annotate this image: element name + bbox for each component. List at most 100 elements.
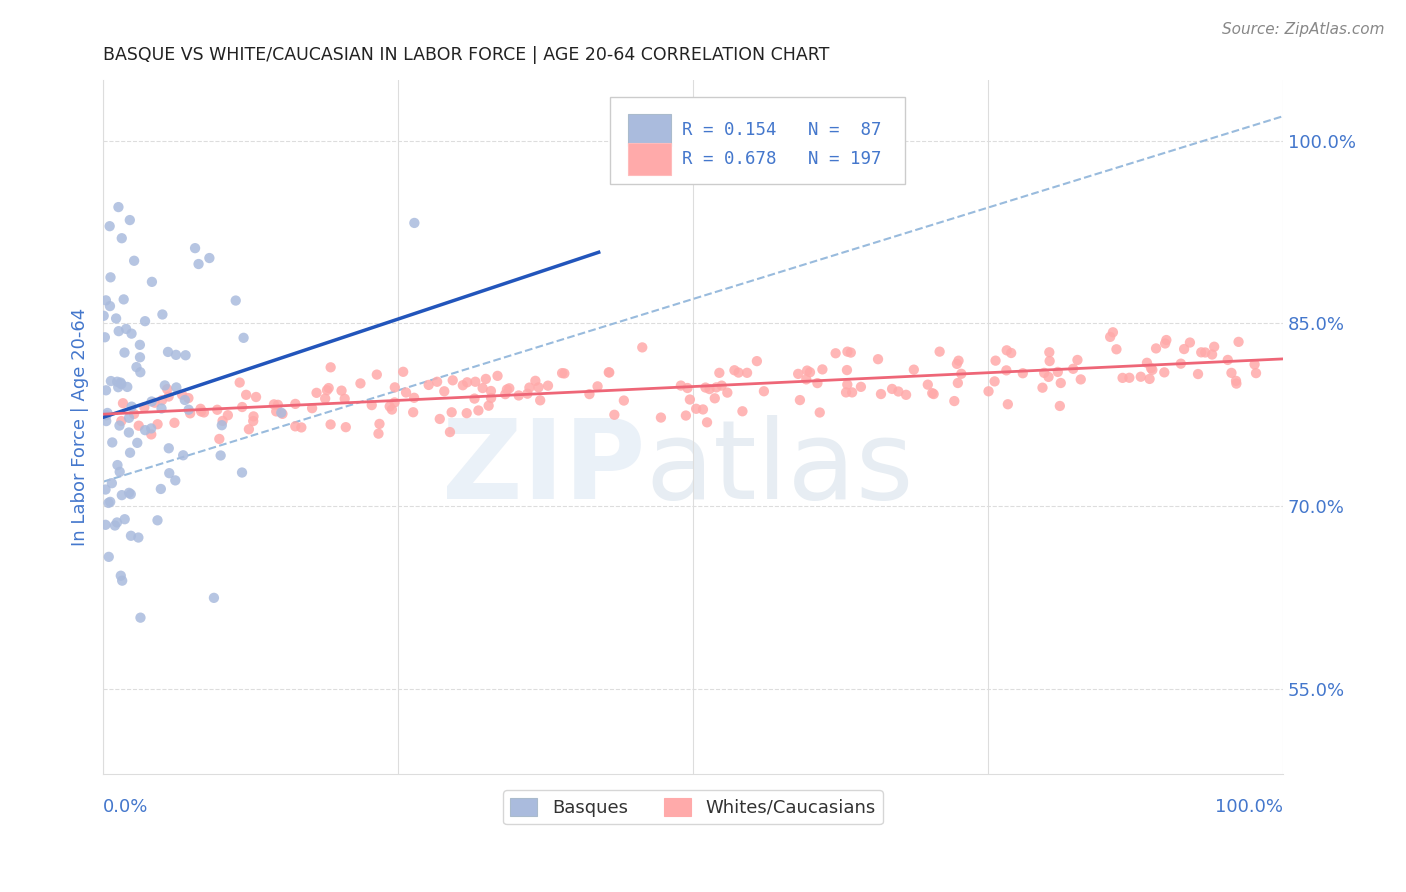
Point [384,380,406,394]
Point [101,435,124,450]
Point [284,397,307,411]
Point [870,387,893,401]
Point [709,366,731,380]
Point [271,407,294,421]
Point [381,402,404,417]
Point [104,518,127,533]
Point [467,403,489,417]
Point [120,529,142,543]
Point [134,401,156,415]
Point [238,422,260,436]
Text: ZIP: ZIP [443,415,645,522]
FancyBboxPatch shape [628,114,671,146]
Point [335,420,357,434]
Point [1216,352,1239,367]
Point [478,399,501,413]
Point [995,363,1018,377]
Point [603,408,626,422]
Point [184,241,207,255]
Point [471,381,494,395]
Point [508,388,530,402]
Point [1000,346,1022,360]
FancyBboxPatch shape [628,143,671,175]
Point [675,409,697,423]
Point [537,378,560,392]
Point [202,591,225,605]
Point [917,377,939,392]
Point [578,387,600,401]
Text: Source: ZipAtlas.com: Source: ZipAtlas.com [1222,22,1385,37]
Point [378,400,401,414]
Point [108,465,131,479]
Point [198,251,221,265]
Point [835,385,858,400]
Point [165,474,187,488]
Point [242,409,264,424]
Point [209,449,232,463]
Point [995,343,1018,358]
Point [395,385,418,400]
Point [1227,334,1250,349]
Point [789,393,811,408]
Point [598,366,620,380]
Point [794,372,817,386]
Point [696,415,718,429]
Point [96,408,118,422]
Point [314,392,336,406]
Point [463,392,485,406]
Point [193,405,215,419]
Point [745,354,768,368]
Point [598,365,620,379]
Point [127,531,149,545]
Point [94,517,117,532]
Point [128,338,150,352]
Point [127,435,149,450]
Point [319,417,342,432]
Point [451,378,474,392]
Point [1099,330,1122,344]
Point [94,384,117,398]
Point [894,388,917,402]
Point [110,568,132,582]
Point [122,407,145,421]
Point [165,380,187,394]
Point [118,410,141,425]
Point [524,374,547,388]
Point [1102,326,1125,340]
Point [1243,357,1265,371]
Point [1178,335,1201,350]
Point [716,385,738,400]
Point [997,397,1019,411]
Point [349,376,371,391]
Point [121,400,143,414]
Point [695,380,717,394]
Point [94,483,117,497]
Point [703,392,725,406]
Point [456,406,478,420]
Point [1033,366,1056,380]
Point [319,360,342,375]
Point [128,418,150,433]
Point [439,425,461,439]
Point [479,384,502,398]
Point [984,353,1007,368]
Point [245,390,267,404]
Point [172,448,194,462]
Point [163,416,186,430]
Point [710,378,733,392]
Point [228,376,250,390]
Text: R = 0.678   N = 197: R = 0.678 N = 197 [682,150,882,168]
Point [107,458,129,472]
Point [418,378,440,392]
Text: BASQUE VS WHITE/CAUCASIAN IN LABOR FORCE | AGE 20-64 CORRELATION CHART: BASQUE VS WHITE/CAUCASIAN IN LABOR FORCE… [103,46,830,64]
Point [811,362,834,376]
Point [129,351,152,365]
FancyBboxPatch shape [610,97,905,184]
Point [107,324,129,338]
Point [808,405,831,419]
Point [977,384,1000,399]
Point [527,380,550,394]
Point [404,391,426,405]
Point [613,393,636,408]
Point [129,365,152,379]
